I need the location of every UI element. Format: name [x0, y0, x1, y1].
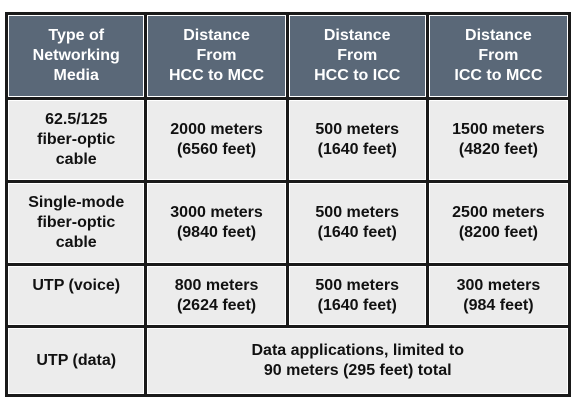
cell-line: Media — [53, 67, 99, 84]
distance-cell: 500 meters (1640 feet) — [285, 263, 429, 328]
distance-cell: 300 meters (984 feet) — [425, 263, 572, 328]
cell-line: fiber-optic — [37, 131, 116, 148]
distance-table: Type of Networking Media Distance From HCC to… — [4, 12, 572, 397]
cell-line: fiber-optic — [37, 214, 116, 231]
header-cell: Distance From HCC to MCC — [144, 12, 289, 100]
table-header: Type of Networking Media Distance From HCC to… — [4, 12, 572, 100]
cell-line: From — [196, 47, 237, 64]
cell-line: UTP (voice) — [32, 277, 121, 294]
cell-line: 2000 meters — [170, 121, 263, 138]
media-cell: UTP (data) — [4, 325, 148, 397]
cell-line: HCC to ICC — [314, 67, 401, 84]
cell-line: Type of — [48, 27, 105, 44]
cell-line: 500 meters — [315, 121, 400, 138]
cell-line: (1640 feet) — [317, 224, 397, 241]
cell-line: Distance — [465, 27, 532, 44]
table-row: UTP (voice) 800 meters (2624 feet) 500 mete… — [4, 263, 572, 328]
cell-line: cable — [55, 234, 97, 251]
cell-line: (6560 feet) — [176, 141, 257, 158]
cell-line: (984 feet) — [463, 296, 534, 314]
table-row: 62.5/125 fiber-optic cable 2000 meters (6560… — [4, 97, 572, 183]
distance-cell: 3000 meters (9840 feet) — [144, 180, 289, 266]
cell-line: Distance — [323, 27, 391, 44]
distance-cell: Data applications, limited to 90 meters (… — [144, 325, 571, 397]
header-row: Type of Networking Media Distance From HCC to… — [4, 12, 572, 100]
cell-line: From — [337, 47, 378, 64]
cell-line: 2500 meters — [452, 204, 545, 221]
cell-line: 300 meters — [456, 276, 541, 294]
cell-line: ICC to MCC — [454, 67, 543, 84]
distance-cell: 500 meters (1640 feet) — [285, 180, 429, 266]
cell-line: 62.5/125 — [45, 111, 108, 128]
cell-line: 500 meters — [315, 276, 400, 294]
distance-cell: 800 meters (2624 feet) — [144, 263, 289, 328]
cell-line: Single-mode — [28, 194, 125, 211]
cell-line: 800 meters — [174, 276, 259, 294]
distance-cell: 1500 meters (4820 feet) — [425, 97, 572, 183]
distance-cell: 500 meters (1640 feet) — [285, 97, 429, 183]
header-cell: Distance From HCC to ICC — [285, 12, 429, 100]
table-row: UTP (data) Data applications, limited to 9… — [4, 325, 571, 397]
cell-line: HCC to MCC — [168, 67, 265, 84]
cell-line: UTP (data) — [36, 352, 117, 369]
cell-line: Data applications, limited to — [251, 342, 464, 359]
cell-line: (8200 feet) — [458, 224, 538, 241]
table-wrap: Type of Networking Media Distance From HCC to… — [4, 12, 572, 397]
cell-line: cable — [55, 151, 97, 168]
table-body: 62.5/125 fiber-optic cable 2000 meters (6560… — [4, 97, 572, 397]
cell-line: Distance — [183, 27, 250, 44]
table-row: Single-mode fiber-optic cable 3000 meters (9… — [4, 180, 572, 266]
cell-line: (9840 feet) — [176, 224, 257, 241]
cell-line: (1640 feet) — [317, 296, 397, 314]
cell-line: (1640 feet) — [317, 141, 397, 158]
cell-line: (2624 feet) — [176, 296, 257, 314]
cell-line: 3000 meters — [170, 204, 263, 221]
media-cell: UTP (voice) — [4, 263, 148, 328]
header-cell: Distance From ICC to MCC — [425, 12, 572, 100]
header-cell: Type of Networking Media — [4, 12, 148, 100]
distance-cell: 2500 meters (8200 feet) — [425, 180, 572, 266]
cell-line: 90 meters (295 feet) total — [263, 362, 452, 379]
cell-line: (4820 feet) — [458, 141, 538, 158]
media-cell: 62.5/125 fiber-optic cable — [4, 97, 148, 183]
cell-line: 500 meters — [315, 204, 400, 221]
distance-cell: 2000 meters (6560 feet) — [144, 97, 289, 183]
cell-line: Networking — [32, 47, 120, 64]
cell-line: 1500 meters — [452, 121, 545, 138]
cell-line: From — [478, 47, 519, 64]
media-cell: Single-mode fiber-optic cable — [4, 180, 148, 266]
